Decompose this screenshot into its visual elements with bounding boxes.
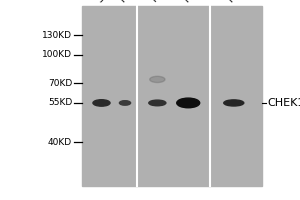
Ellipse shape	[224, 100, 244, 106]
Bar	[82, 6, 262, 186]
Text: CHEK1: CHEK1	[268, 98, 300, 108]
Ellipse shape	[149, 100, 166, 106]
Text: 100KD: 100KD	[42, 50, 72, 59]
Text: 130KD: 130KD	[42, 31, 72, 40]
Ellipse shape	[119, 101, 130, 105]
Text: Mouse testis: Mouse testis	[183, 0, 230, 4]
Text: SW620: SW620	[95, 0, 124, 4]
Ellipse shape	[150, 76, 165, 83]
Ellipse shape	[93, 100, 110, 106]
Text: 70KD: 70KD	[48, 79, 72, 88]
Text: 55KD: 55KD	[48, 98, 72, 107]
Text: Rat testis: Rat testis	[227, 0, 264, 4]
Ellipse shape	[177, 98, 200, 108]
Text: HT-29: HT-29	[118, 0, 143, 4]
Text: Mouse thymus: Mouse thymus	[151, 0, 204, 4]
Text: 40KD: 40KD	[48, 138, 72, 147]
